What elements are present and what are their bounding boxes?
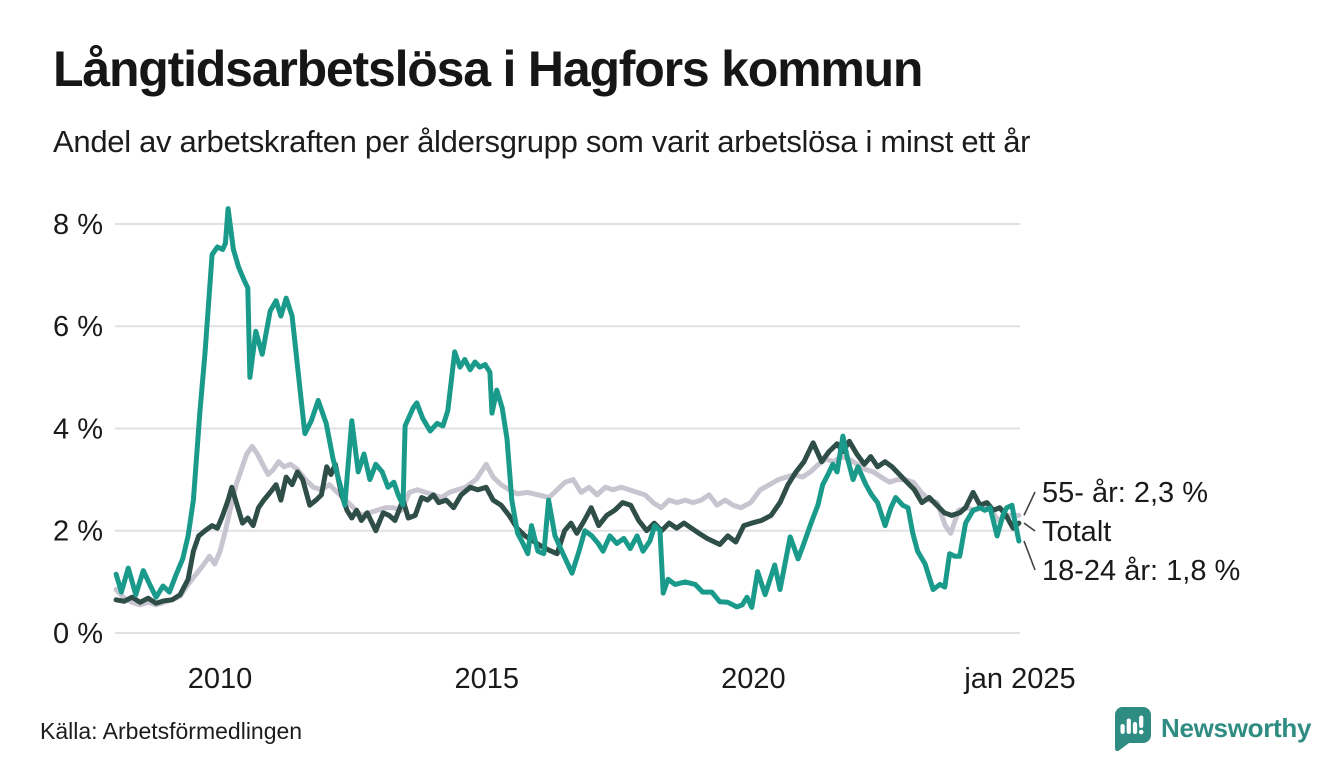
x-axis-tick-label: 2020 xyxy=(721,663,786,695)
series-end-label-totalt: Totalt xyxy=(1042,516,1111,548)
x-axis-tick-label: 2010 xyxy=(188,663,253,695)
y-axis-tick-label: 0 % xyxy=(53,618,103,650)
label-connector-18-24-ar xyxy=(1023,540,1036,571)
y-axis-tick-label: 2 % xyxy=(53,516,103,548)
bar-chart-speech-bubble-icon xyxy=(1114,707,1151,751)
source-note: Källa: Arbetsförmedlingen xyxy=(40,718,303,744)
chart-subtitle: Andel av arbetskraften per åldersgrupp s… xyxy=(53,124,1031,159)
label-connector-55-ar xyxy=(1023,491,1036,516)
x-axis-tick-label: jan 2025 xyxy=(963,663,1075,695)
page-title: Långtidsarbetslösa i Hagfors kommun xyxy=(53,41,923,97)
y-axis-tick-label: 6 % xyxy=(53,311,103,343)
label-connector-totalt xyxy=(1023,522,1036,532)
series-end-label-55-ar: 55- år: 2,3 % xyxy=(1042,477,1208,509)
x-axis-tick-label: 2015 xyxy=(454,663,519,695)
newsworthy-wordmark: Newsworthy xyxy=(1161,713,1312,743)
newsworthy-logo: Newsworthy xyxy=(1112,706,1311,751)
y-axis-tick-label: 8 % xyxy=(53,209,103,241)
series-line-55-ar xyxy=(113,443,1022,608)
series-line-18-24-ar xyxy=(113,206,1022,610)
y-axis-tick-label: 4 % xyxy=(53,413,103,445)
series-end-label-18-24-ar: 18-24 år: 1,8 % xyxy=(1042,555,1240,587)
